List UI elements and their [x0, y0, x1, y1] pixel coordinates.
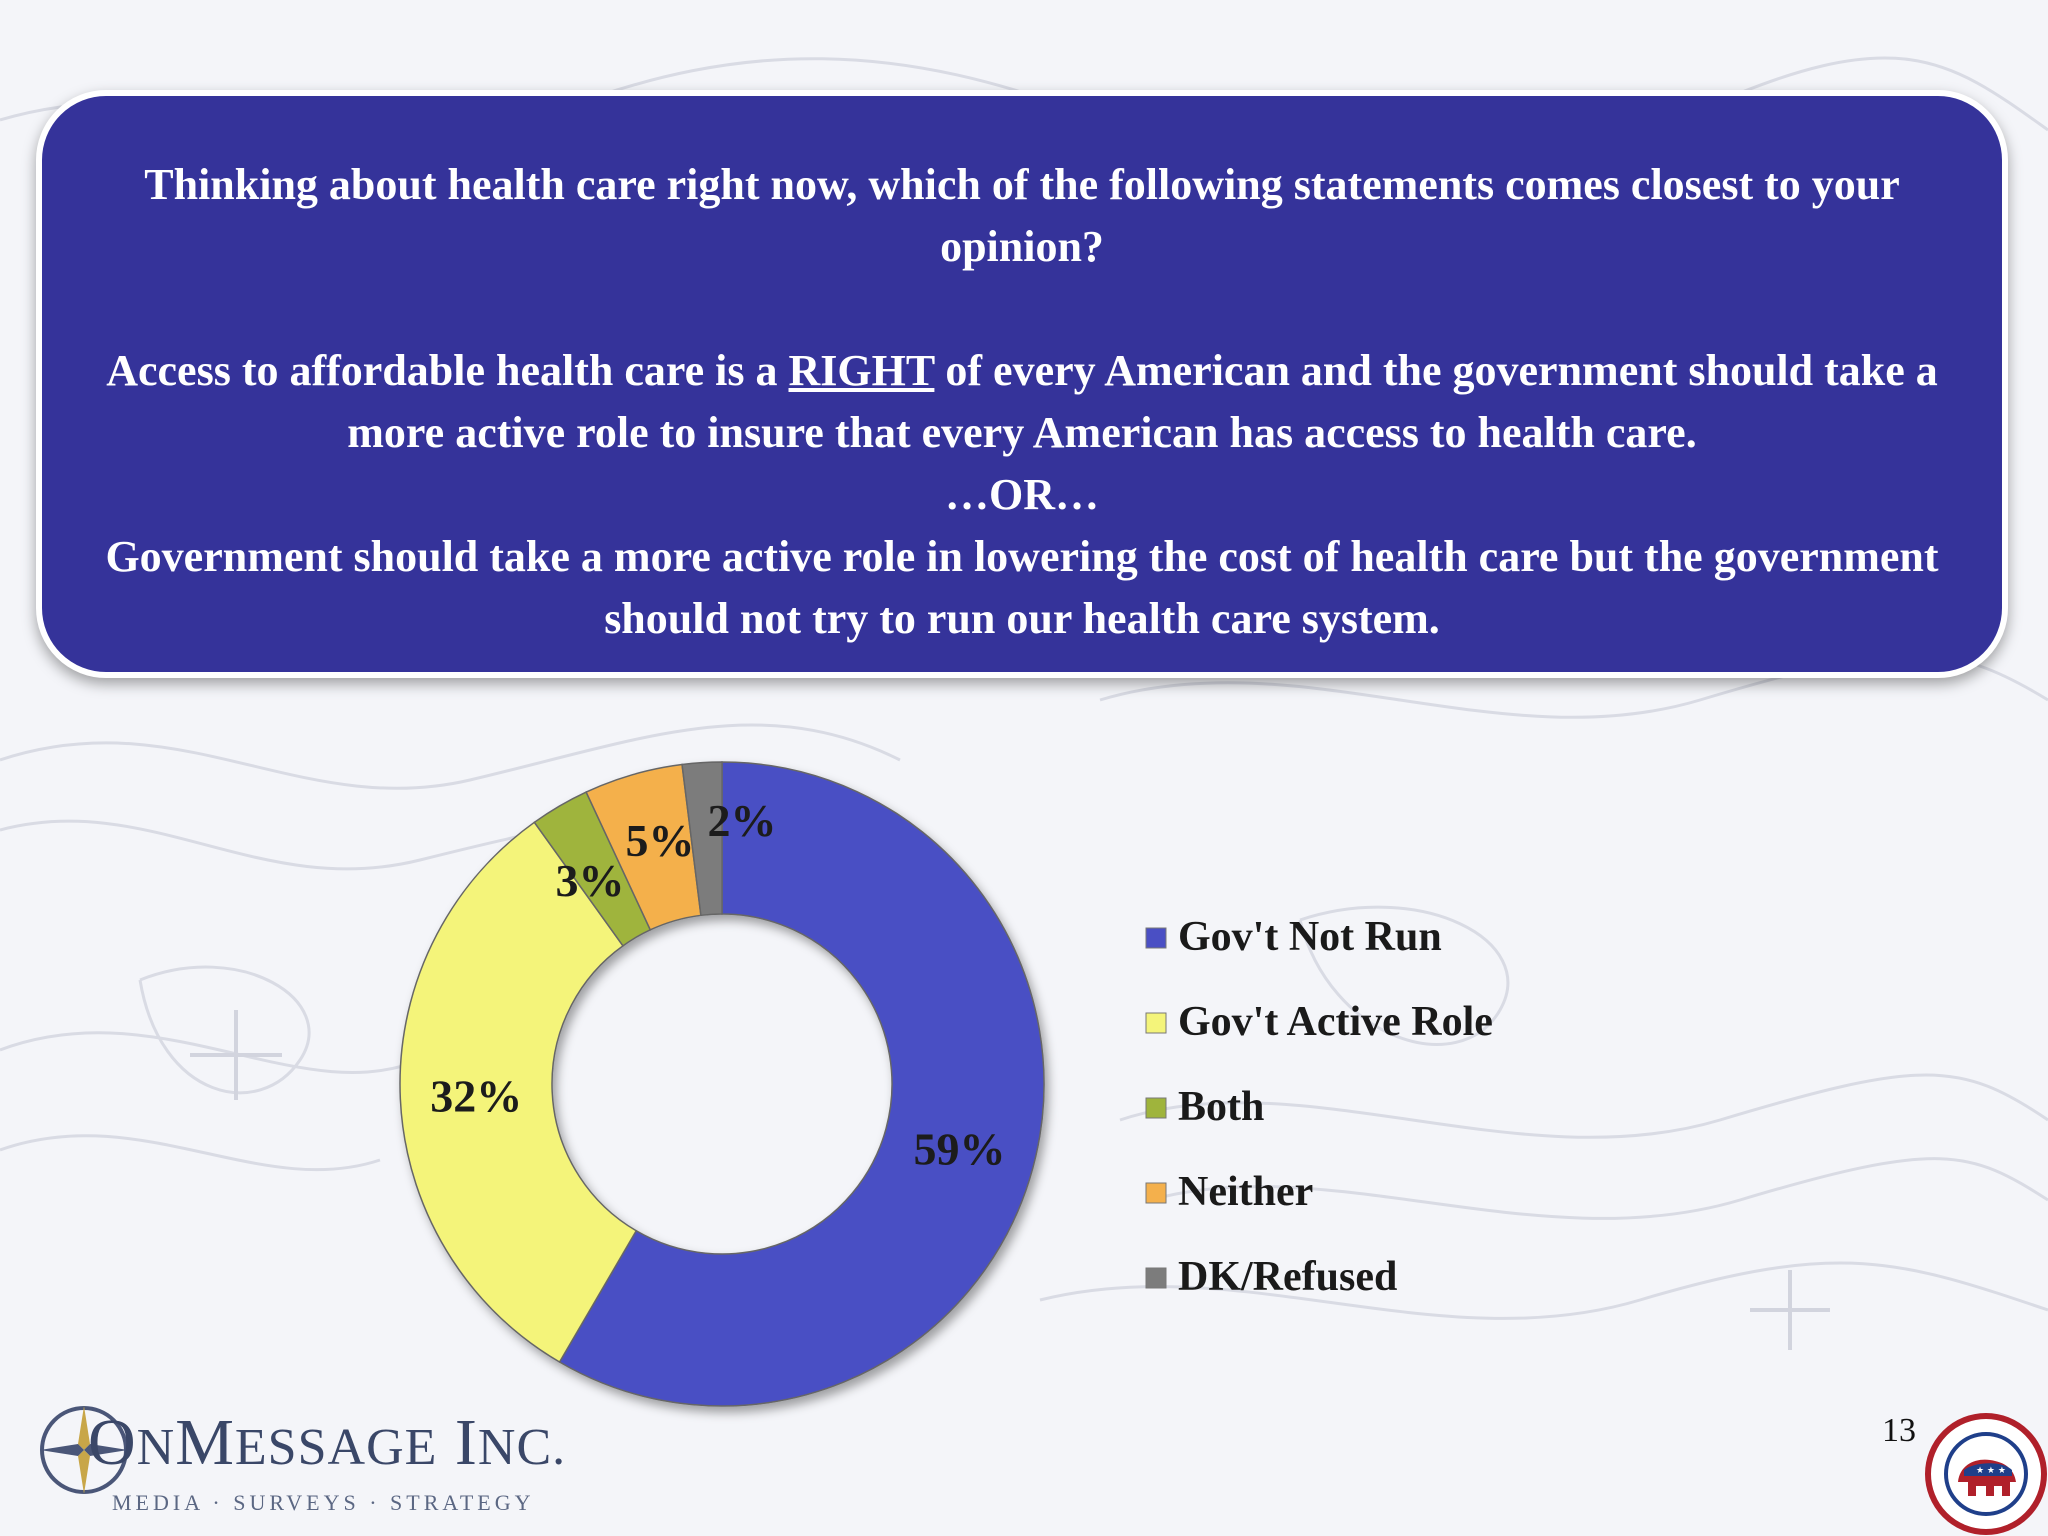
data-label-4: 5%	[626, 815, 695, 866]
page-number: 13	[1882, 1412, 1916, 1449]
legend-label-4: Neither	[1178, 1169, 1313, 1215]
legend-swatch-1	[1145, 927, 1167, 949]
statement-right-post: of every American and the government sho…	[347, 346, 1938, 457]
legend-label-3: Both	[1178, 1084, 1264, 1130]
statement-right-pre: Access to affordable health care is a	[106, 346, 789, 395]
onmessage-compass-icon	[40, 1406, 128, 1494]
onmessage-tagline: MEDIA · SURVEYS · STRATEGY	[112, 1490, 535, 1515]
legend-swatch-2	[1145, 1012, 1167, 1034]
data-label-2: 32%	[430, 1070, 522, 1121]
statement-right-emphasis: RIGHT	[788, 346, 935, 395]
statement-right: Access to affordable health care is a RI…	[82, 340, 1962, 464]
rnc-seal-icon: ★ ★ ★	[1925, 1413, 2047, 1535]
legend-swatch-4	[1145, 1182, 1167, 1204]
question-box: Thinking about health care right now, wh…	[36, 90, 2008, 678]
legend-swatch-5	[1145, 1267, 1167, 1289]
legend-label-1: Gov't Not Run	[1178, 914, 1442, 960]
onmessage-logo-text: ONMESSAGE INC.	[88, 1406, 567, 1479]
statement-not-run: Government should take a more active rol…	[105, 532, 1939, 643]
svg-text:★ ★ ★: ★ ★ ★	[1976, 1466, 2006, 1476]
data-label-1: 59%	[913, 1123, 1005, 1174]
question-text: Thinking about health care right now, wh…	[144, 160, 1900, 271]
data-label-3: 3%	[556, 855, 625, 906]
donut-slice-5	[681, 761, 723, 917]
donut-slice-1	[558, 761, 1045, 1407]
data-label-5: 2%	[708, 795, 777, 846]
donut-slice-2	[399, 821, 638, 1364]
legend-swatch-3	[1145, 1097, 1167, 1119]
legend-label-5: DK/Refused	[1178, 1254, 1397, 1300]
or-separator: …OR…	[945, 470, 1099, 519]
legend-label-2: Gov't Active Role	[1178, 999, 1493, 1045]
